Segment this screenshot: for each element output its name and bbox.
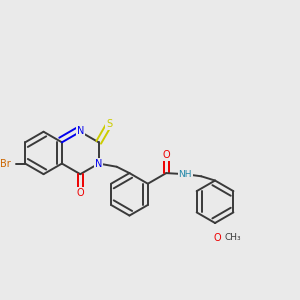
Text: Br: Br xyxy=(0,159,11,169)
Text: S: S xyxy=(106,119,112,129)
Text: O: O xyxy=(76,188,84,198)
Text: NH: NH xyxy=(178,170,192,179)
Text: N: N xyxy=(76,126,84,136)
Text: N: N xyxy=(95,159,102,169)
Text: O: O xyxy=(213,233,221,243)
Text: O: O xyxy=(162,150,170,160)
Text: CH₃: CH₃ xyxy=(225,233,242,242)
